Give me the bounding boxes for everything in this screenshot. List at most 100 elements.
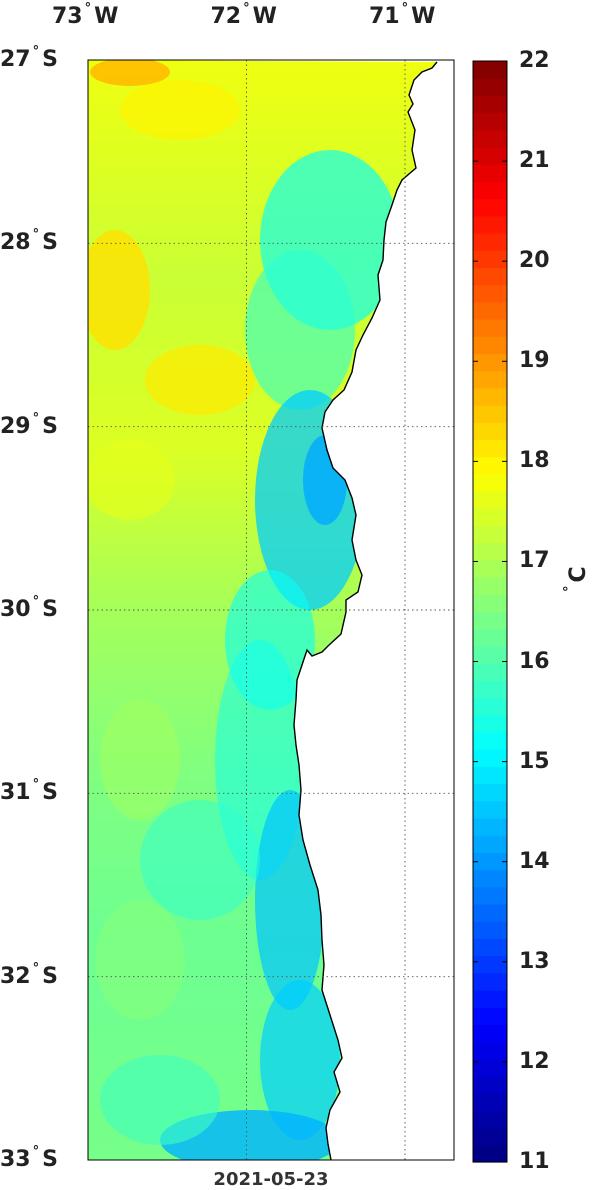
- colorbar-band: [473, 680, 507, 699]
- lat-direction: S: [42, 230, 58, 256]
- temperature-patch: [260, 980, 340, 1140]
- colorbar-tick-label: 13: [519, 948, 550, 974]
- map-date: 2021-05-23: [213, 1169, 329, 1190]
- colorbar-band: [473, 284, 507, 303]
- colorbar-band: [473, 559, 507, 578]
- lon-deg-value: 73: [52, 4, 83, 29]
- colorbar-band: [473, 1024, 507, 1043]
- latitude-label: 27 ° S: [0, 45, 58, 72]
- colorbar-band: [473, 164, 507, 183]
- lat-deg-value: 31: [0, 780, 31, 806]
- lon-direction: W: [94, 4, 119, 29]
- degree-symbol: °: [32, 44, 40, 59]
- colorbar-band: [473, 731, 507, 750]
- degree-symbol: °: [243, 1, 250, 16]
- degree-symbol: °: [32, 594, 40, 609]
- lat-deg-value: 33: [0, 1147, 31, 1172]
- lon-deg-value: 72: [210, 4, 242, 29]
- lat-deg-value: 30: [0, 597, 31, 622]
- temperature-patch: [90, 60, 170, 86]
- coastline: [293, 61, 438, 1161]
- lat-deg-value: 32: [0, 963, 31, 989]
- lat-direction: S: [42, 780, 58, 806]
- lon-direction: W: [252, 4, 277, 29]
- lat-direction: S: [42, 47, 58, 72]
- colorbar-tick-label: 11: [519, 1149, 550, 1174]
- colorbar-band: [473, 198, 507, 217]
- lat-deg-value: 28: [0, 230, 31, 256]
- colorbar-band: [473, 611, 507, 630]
- colorbar-band: [473, 473, 507, 492]
- colorbar-tick-label: 16: [519, 648, 550, 674]
- colorbar-band: [473, 972, 507, 991]
- colorbar-band: [473, 508, 507, 527]
- lat-direction: S: [42, 597, 58, 622]
- colorbar-band: [473, 989, 507, 1008]
- unit-letter: C: [566, 566, 591, 583]
- lat-deg-value: 27: [0, 47, 31, 72]
- colorbar-band: [473, 852, 507, 871]
- degree-symbol: °: [32, 227, 40, 243]
- temperature-patch: [303, 435, 347, 525]
- colorbar-band: [473, 1110, 507, 1129]
- colorbar-band: [473, 817, 507, 836]
- colorbar-band: [473, 319, 507, 337]
- colorbar-band: [473, 422, 507, 441]
- lon-direction: W: [411, 4, 436, 29]
- colorbar-band: [473, 697, 507, 716]
- colorbar-band: [473, 1093, 507, 1111]
- colorbar-band: [473, 181, 507, 200]
- longitude-label: 73 ° W: [52, 2, 119, 29]
- colorbar-band: [473, 336, 507, 355]
- lat-direction: S: [42, 413, 58, 439]
- latitude-label: 32 ° S: [0, 962, 58, 989]
- latitude-label: 33 ° S: [0, 1145, 58, 1172]
- colorbar-band: [473, 645, 507, 664]
- colorbar-band: [473, 1075, 507, 1094]
- colorbar-band: [473, 1127, 507, 1146]
- colorbar-band: [473, 886, 507, 905]
- colorbar-band: [473, 938, 507, 957]
- colorbar-unit-label: °C: [562, 566, 591, 594]
- colorbar-tick-label: 18: [519, 448, 550, 474]
- colorbar-band: [473, 800, 507, 819]
- colorbar-band: [473, 594, 507, 613]
- colorbar-band: [473, 267, 507, 286]
- colorbar-band: [473, 714, 507, 733]
- colorbar-band: [473, 766, 507, 785]
- degree-symbol: °: [32, 410, 40, 426]
- colorbar-band: [473, 921, 507, 939]
- temperature-patch: [120, 80, 240, 140]
- temperature-patch: [145, 345, 255, 415]
- colorbar-band: [473, 112, 507, 131]
- degree-symbol: °: [84, 1, 92, 16]
- lon-deg-value: 71: [369, 4, 400, 29]
- colorbar-band: [473, 749, 507, 767]
- colorbar-tick-label: 17: [519, 548, 550, 574]
- colorbar-band: [473, 1058, 507, 1077]
- unit-degree-symbol: °: [562, 585, 577, 593]
- degree-symbol: °: [32, 1144, 40, 1159]
- colorbar-band: [473, 903, 507, 922]
- colorbar-band: [473, 628, 507, 647]
- colorbar-band: [473, 370, 507, 389]
- temperature-patch: [100, 1055, 220, 1145]
- temperature-patch: [140, 800, 260, 920]
- temperature-patch: [88, 230, 150, 350]
- colorbar-frame: [472, 60, 508, 1163]
- colorbar-band: [473, 301, 507, 320]
- lat-deg-value: 29: [0, 413, 31, 439]
- colorbar-band: [473, 61, 507, 79]
- temperature-patch: [245, 250, 355, 410]
- temperature-patch: [88, 440, 175, 520]
- colorbar-band: [473, 663, 507, 681]
- colorbar-band: [473, 783, 507, 802]
- colorbar-band: [473, 577, 507, 595]
- colorbar-band: [473, 542, 507, 561]
- colorbar-ticks: [473, 60, 507, 1163]
- colorbar-band: [473, 250, 507, 269]
- graticule: [88, 60, 454, 1160]
- colorbar-band: [473, 491, 507, 509]
- colorbar-tick-label: 15: [519, 748, 550, 774]
